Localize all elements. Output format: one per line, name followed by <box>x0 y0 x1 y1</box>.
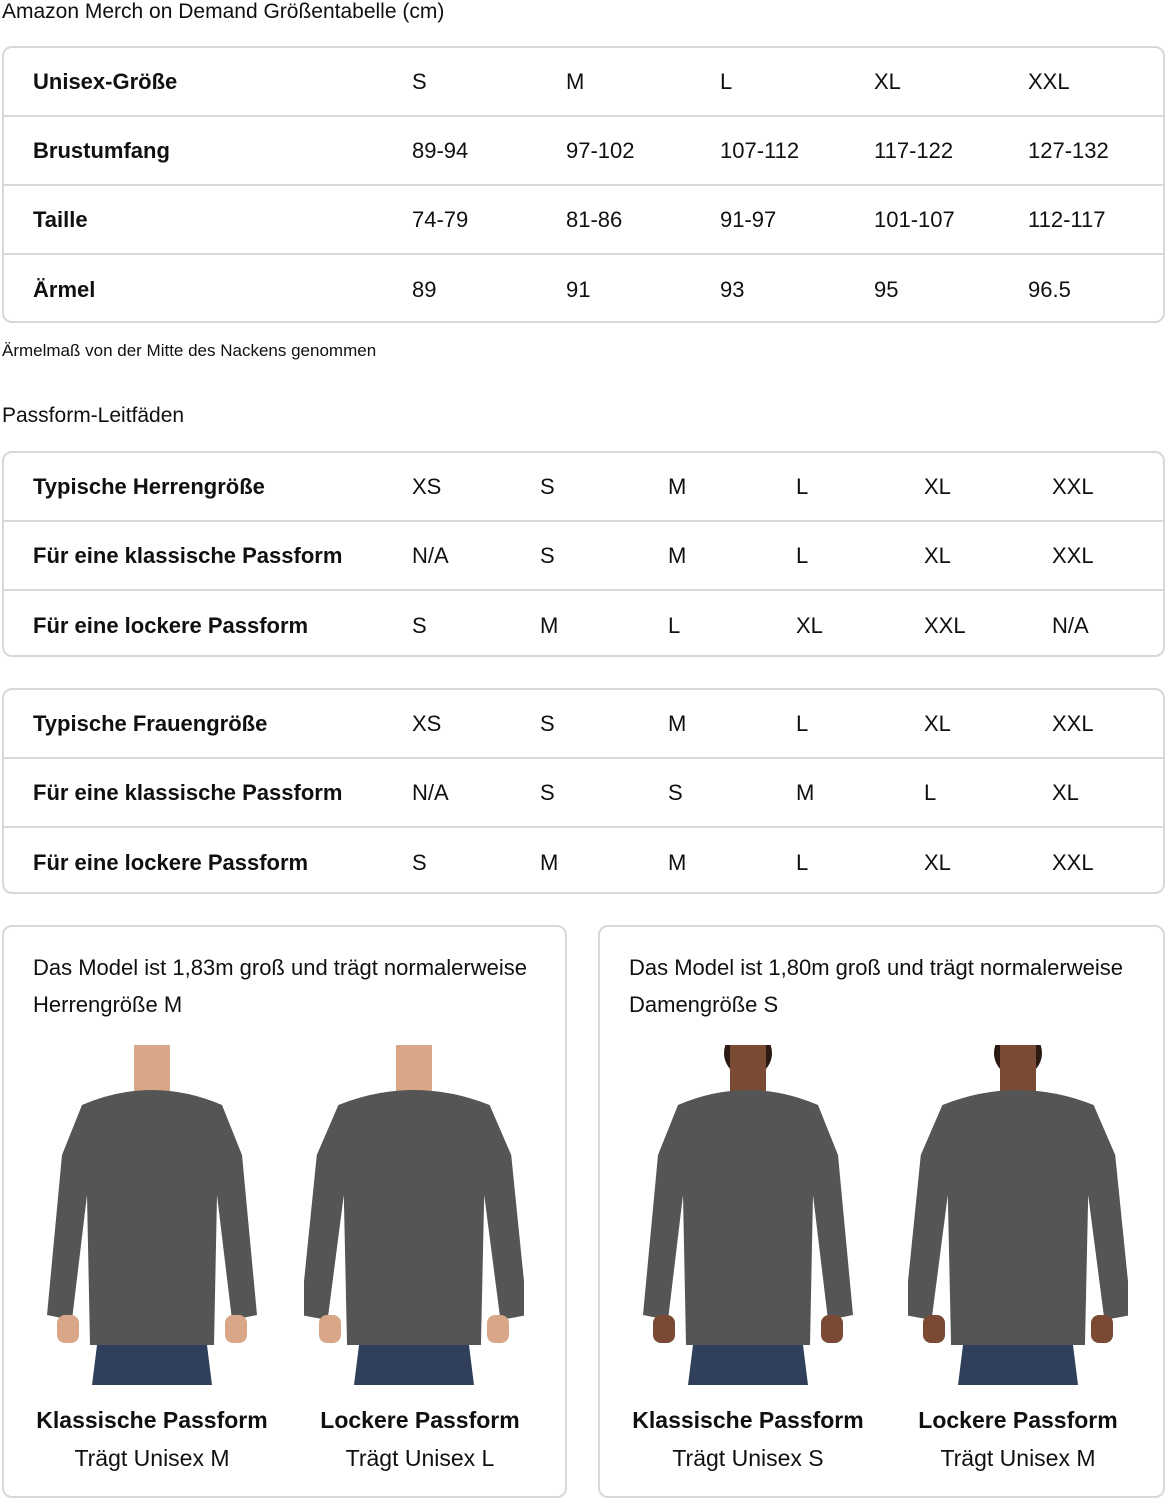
table-row: Für eine lockere Passform S M L XL XXL N/A <box>4 591 1163 655</box>
cell-value: XXL <box>1028 68 1070 94</box>
model-description: Das Model ist 1,80m groß und trägt norma… <box>629 955 1123 1017</box>
cell-value: M <box>540 612 559 638</box>
table-row: Für eine lockere Passform S M M L XL XXL <box>4 828 1163 892</box>
cell-value: XS <box>412 473 442 499</box>
cell-value: S <box>540 542 555 568</box>
cell-value: XXL <box>1052 710 1094 736</box>
cell-value: S <box>412 612 427 638</box>
fit-label: Lockere Passform <box>320 1407 520 1433</box>
row-label: Typische Frauengröße <box>33 710 268 736</box>
cell-value: XL <box>796 612 823 638</box>
row-label: Typische Herrengröße <box>33 473 265 499</box>
cell-value: N/A <box>412 779 449 805</box>
cell-value: L <box>720 68 733 94</box>
cell-value: 91 <box>566 276 591 302</box>
row-label: Taille <box>33 206 88 232</box>
table-row: Typische Frauengröße XS S M L XL XXL <box>4 690 1163 759</box>
cell-value: XXL <box>1052 473 1094 499</box>
table-row: Unisex-Größe S M L XL XXL <box>4 48 1163 117</box>
model-photo <box>300 1045 528 1385</box>
cell-value: S <box>668 779 683 805</box>
fit-label: Klassische Passform <box>632 1407 864 1433</box>
men-fit-table: Typische Herrengröße XS S M L XL XXL Für eine k… <box>2 451 1165 657</box>
cell-value: XL <box>924 473 951 499</box>
cell-value: M <box>668 710 687 736</box>
women-model-card: Das Model ist 1,80m groß und trägt norma… <box>598 925 1165 1498</box>
cell-value: N/A <box>1052 612 1089 638</box>
row-label: Brustumfang <box>33 137 170 163</box>
cell-value: S <box>412 68 427 94</box>
cell-value: 89 <box>412 276 437 302</box>
unisex-size-table: Unisex-Größe S M L XL XXL Brustumfang 89-94 97-1… <box>2 46 1165 323</box>
model-description: Das Model ist 1,83m groß und trägt norma… <box>33 955 527 1017</box>
model-photo <box>638 1029 858 1385</box>
table-row: Typische Herrengröße XS S M L XL XXL <box>4 453 1163 522</box>
cell-value: M <box>668 542 687 568</box>
cell-value: 101-107 <box>874 206 955 232</box>
cell-value: M <box>668 473 687 499</box>
cell-value: XL <box>924 542 951 568</box>
wears-size-label: Trägt Unisex S <box>672 1445 824 1471</box>
cell-value: M <box>540 849 559 875</box>
cell-value: 95 <box>874 276 899 302</box>
cell-value: N/A <box>412 542 449 568</box>
cell-value: XXL <box>1052 849 1094 875</box>
cell-value: 96.5 <box>1028 276 1071 302</box>
cell-value: L <box>796 849 809 875</box>
row-label: Für eine klassische Passform <box>33 779 343 805</box>
cell-value: 74-79 <box>412 206 469 232</box>
men-model-card: Das Model ist 1,83m groß und trägt norma… <box>2 925 567 1498</box>
cell-value: 112-117 <box>1028 206 1106 232</box>
table-row: Brustumfang 89-94 97-102 107-112 117-122 127-… <box>4 117 1163 186</box>
wears-size-label: Trägt Unisex M <box>940 1445 1096 1471</box>
row-label: Unisex-Größe <box>33 68 178 94</box>
cell-value: 91-97 <box>720 206 777 232</box>
cell-value: M <box>566 68 585 94</box>
cell-value: XL <box>924 710 951 736</box>
cell-value: 117-122 <box>874 137 954 163</box>
model-photo <box>42 1045 262 1385</box>
cell-value: 93 <box>720 276 745 302</box>
cell-value: S <box>412 849 427 875</box>
cell-value: S <box>540 710 555 736</box>
cell-value: L <box>796 710 809 736</box>
cell-value: 81-86 <box>566 206 623 232</box>
women-fit-table: Typische Frauengröße XS S M L XL XXL Für eine k… <box>2 688 1165 894</box>
wears-size-label: Trägt Unisex L <box>345 1445 495 1471</box>
table-row: Für eine klassische Passform N/A S M L XL XXL <box>4 522 1163 591</box>
fit-label: Klassische Passform <box>36 1407 268 1433</box>
row-label: Für eine lockere Passform <box>33 849 309 875</box>
cell-value: 89-94 <box>412 137 469 163</box>
row-label: Ärmel <box>33 276 96 302</box>
cell-value: XL <box>874 68 901 94</box>
cell-value: 127-132 <box>1028 137 1109 163</box>
cell-value: S <box>540 473 555 499</box>
cell-value: S <box>540 779 555 805</box>
wears-size-label: Trägt Unisex M <box>74 1445 230 1471</box>
cell-value: XS <box>412 710 442 736</box>
cell-value: XL <box>924 849 951 875</box>
cell-value: M <box>796 779 815 805</box>
fit-label: Lockere Passform <box>918 1407 1118 1433</box>
cell-value: 97-102 <box>566 137 635 163</box>
model-photo <box>904 1029 1132 1385</box>
table-row: Ärmel 89 91 93 95 96.5 <box>4 255 1163 321</box>
table-row: Für eine klassische Passform N/A S S M L XL <box>4 759 1163 828</box>
row-label: Für eine lockere Passform <box>33 612 309 638</box>
cell-value: XXL <box>1052 542 1094 568</box>
cell-value: XL <box>1052 779 1079 805</box>
cell-value: L <box>668 612 681 638</box>
page-title: Amazon Merch on Demand Größentabelle (cm… <box>2 0 445 23</box>
sleeve-note: Ärmelmaß von der Mitte des Nackens genom… <box>2 341 377 360</box>
cell-value: 107-112 <box>720 137 800 163</box>
cell-value: L <box>796 473 809 499</box>
cell-value: L <box>924 779 937 805</box>
fit-guide-title: Passform-Leitfäden <box>2 404 185 427</box>
table-row: Taille 74-79 81-86 91-97 101-107 112-117 <box>4 186 1163 255</box>
row-label: Für eine klassische Passform <box>33 542 343 568</box>
cell-value: M <box>668 849 687 875</box>
cell-value: XXL <box>924 612 966 638</box>
cell-value: L <box>796 542 809 568</box>
